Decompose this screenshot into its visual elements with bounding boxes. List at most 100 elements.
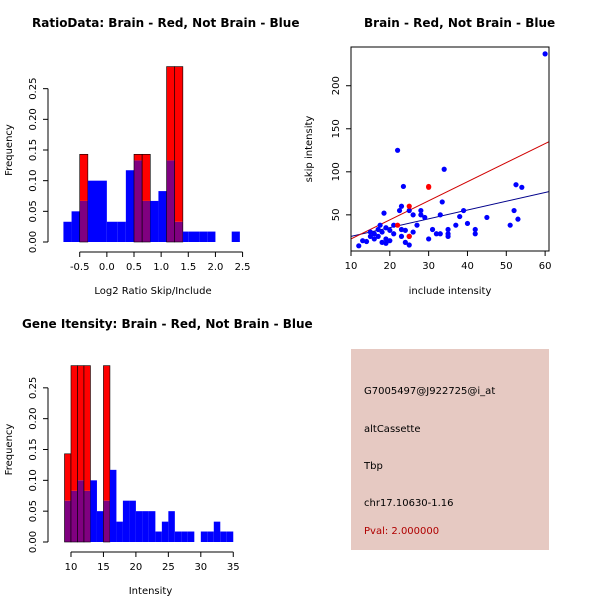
blue-bar: [90, 480, 97, 542]
red-fit-line: [351, 141, 549, 240]
y-tick-label: 0.05: [28, 500, 39, 522]
x-tick-label: 10: [65, 562, 78, 573]
x-axis-label: include intensity: [409, 286, 492, 297]
blue-point: [406, 242, 412, 248]
blue-point: [356, 243, 362, 249]
blue-point: [387, 227, 393, 233]
blue-bar: [207, 531, 214, 542]
blue-point: [375, 226, 381, 233]
red-point: [426, 184, 432, 190]
intensity-scatter: 10 20 30 40 50 60 50 100 150 200 include intensity…: [304, 46, 551, 297]
blue-point: [422, 214, 428, 221]
y-axis-label: Frequency: [4, 424, 15, 476]
blue-bar: [96, 180, 107, 242]
blue-bar: [150, 200, 159, 242]
red-point: [406, 233, 412, 239]
blue-bar: [231, 231, 240, 242]
x-tick-label: 30: [194, 562, 207, 573]
blue-point: [398, 203, 405, 209]
y-axis-label: Frequency: [4, 124, 15, 176]
y-tick-label: 0.25: [28, 377, 39, 399]
red-bar: [83, 365, 91, 491]
y-tick-label: 0.10: [28, 170, 39, 192]
red-point: [406, 203, 412, 209]
red-bar: [134, 154, 143, 161]
blue-bar: [220, 531, 227, 542]
genomic-location: chr17.10630-1.16: [364, 498, 454, 509]
blue-point: [439, 199, 445, 205]
red-bar: [79, 154, 88, 201]
blue-bar: [226, 531, 234, 542]
blue-point: [433, 231, 440, 237]
x-tick-label: 1.0: [153, 262, 169, 273]
x-tick-label: 35: [227, 562, 240, 573]
blue-point: [375, 233, 381, 239]
y-tick-label: 0.00: [28, 531, 39, 553]
blue-point: [429, 226, 436, 233]
blue-bar: [117, 221, 126, 242]
blue-point: [445, 233, 451, 239]
red-bar: [64, 453, 71, 501]
x-tick-label: 0.0: [99, 262, 115, 273]
blue-point: [410, 212, 416, 218]
x-tick-label: 40: [461, 261, 474, 272]
plot-box: [350, 46, 550, 252]
y-tick-label: 0.15: [28, 139, 39, 161]
blue-point: [377, 222, 383, 228]
overlap-bar: [70, 490, 78, 542]
y-tick-label: 200: [331, 76, 342, 95]
y-tick-label: 50: [331, 208, 342, 221]
x-axis-label: Intensity: [129, 586, 173, 597]
info-panel: G7005497@J922725@i_at altCassette Tbp ch…: [351, 349, 549, 550]
y-tick-label: 150: [331, 119, 342, 138]
x-tick-label: 25: [162, 562, 175, 573]
overlap-bar: [79, 200, 88, 242]
blue-bar: [129, 500, 136, 542]
blue-point: [383, 225, 389, 231]
red-bar-outline: [83, 365, 91, 543]
blue-point: [472, 231, 478, 237]
x-tick-label: 20: [383, 261, 396, 272]
blue-bar: [109, 469, 117, 542]
blue-point: [453, 222, 459, 228]
x-tick-label: 50: [500, 261, 513, 272]
blue-point: [400, 183, 407, 190]
blue-point: [507, 222, 513, 228]
blue-point: [484, 214, 490, 221]
blue-point: [414, 222, 420, 228]
blue-bar: [158, 191, 167, 242]
event-type: altCassette: [364, 424, 421, 435]
y-tick-label: 0.10: [28, 469, 39, 491]
blue-bar: [63, 221, 72, 242]
blue-bar: [148, 511, 156, 542]
blue-point: [426, 236, 432, 242]
blue-bar: [71, 211, 80, 242]
blue-bar: [96, 511, 104, 542]
blue-bar: [116, 521, 123, 542]
x-tick-label: 2.5: [235, 262, 251, 273]
x-tick-label: 10: [345, 261, 358, 272]
blue-bar: [168, 511, 175, 542]
blue-point: [371, 236, 377, 242]
blue-point: [445, 226, 451, 233]
blue-point: [379, 229, 385, 235]
overlap-bar: [134, 160, 143, 242]
chart1-title: RatioData: Brain - Red, Not Brain - Blue: [32, 16, 300, 30]
y-tick-label: 100: [331, 162, 342, 181]
blue-point: [367, 229, 374, 235]
gene-symbol: Tbp: [364, 461, 383, 472]
x-axis-label: Log2 Ratio Skip/Include: [94, 286, 211, 297]
blue-point: [398, 226, 405, 233]
blue-point: [402, 227, 408, 233]
blue-bar: [174, 531, 182, 542]
blue-bar: [135, 511, 143, 542]
chart3-title: Gene Itensity: Brain - Red, Not Brain - …: [22, 317, 313, 331]
blue-point: [511, 207, 517, 214]
blue-point: [515, 216, 521, 222]
overlap-bar: [83, 490, 91, 542]
blue-point: [396, 207, 403, 214]
y-tick-label: 0.15: [28, 438, 39, 460]
red-bar: [142, 154, 151, 201]
x-tick-label: 1.5: [180, 262, 196, 273]
